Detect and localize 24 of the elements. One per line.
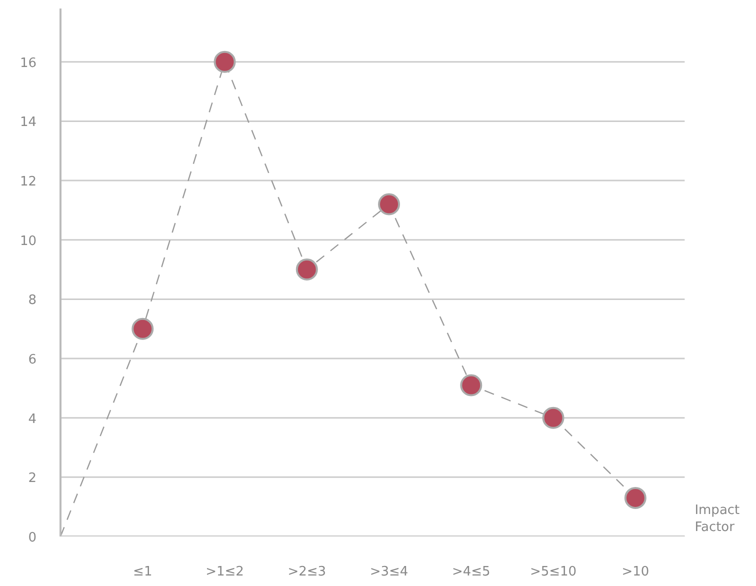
- y-tick-label: 6: [28, 352, 37, 368]
- point: [296, 258, 318, 281]
- y-tick-label: 0: [28, 530, 37, 546]
- x-tick-label: >1≤2: [206, 564, 244, 580]
- y-tick-label: 12: [20, 174, 37, 190]
- y-tick-label: 4: [28, 412, 37, 427]
- x-axis-title: Impact Factor: [694, 503, 740, 535]
- y-tick-label: 8: [28, 293, 37, 308]
- x-tick-label: >5≤10: [530, 564, 577, 580]
- point: [624, 486, 646, 509]
- y-tick-label: 10: [20, 234, 37, 249]
- x-tick-label: >4≤5: [452, 564, 490, 580]
- point: [214, 50, 236, 73]
- x-tick-label: >10: [622, 564, 650, 580]
- y-tick-label: 14: [20, 115, 37, 130]
- point: [460, 374, 482, 396]
- y-tick-label: 16: [20, 56, 37, 71]
- point: [132, 318, 154, 340]
- point: [542, 406, 564, 429]
- y-tick-label: 2: [28, 471, 37, 486]
- point: [378, 193, 400, 216]
- x-tick-label: >2≤3: [288, 564, 326, 580]
- x-tick-label: ≤1: [133, 564, 152, 580]
- x-tick-label: >3≤4: [370, 564, 408, 580]
